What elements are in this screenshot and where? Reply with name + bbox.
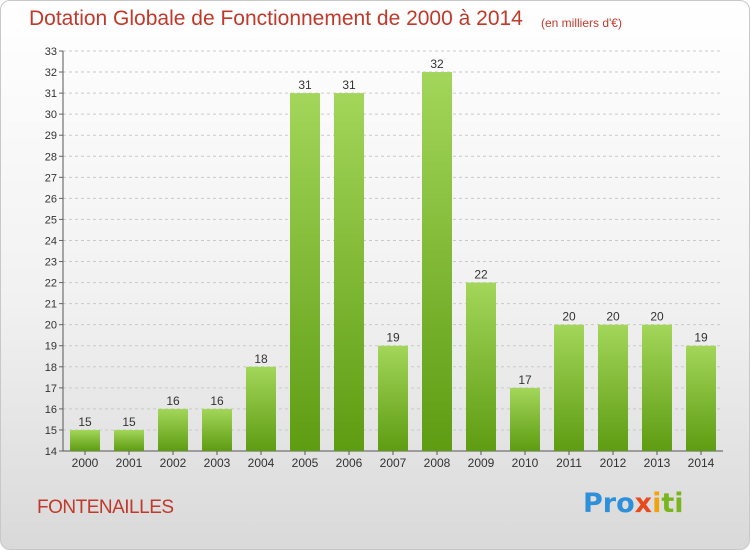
data-label-2014: 19 [694, 331, 708, 345]
data-label-2011: 20 [562, 310, 576, 324]
bar-2008[interactable] [422, 72, 452, 451]
y-tick-label: 30 [45, 109, 57, 121]
y-tick-label: 33 [45, 46, 57, 58]
bar-2006[interactable] [334, 93, 364, 452]
x-tick-label-2012: 2012 [600, 456, 627, 470]
y-tick-label: 23 [45, 257, 57, 269]
bar-2009[interactable] [466, 282, 496, 451]
y-tick-label: 18 [45, 362, 57, 374]
data-label-2009: 22 [474, 268, 488, 282]
y-tick-label: 27 [45, 172, 57, 184]
x-tick-label-2000: 2000 [72, 456, 99, 470]
data-label-2002: 16 [166, 394, 180, 408]
y-tick-label: 29 [45, 130, 57, 142]
y-tick-label: 14 [45, 446, 57, 458]
y-tick-label: 26 [45, 193, 57, 205]
logo-part-ti: ti [661, 488, 684, 519]
bar-2001[interactable] [114, 429, 144, 451]
data-labels: 15 15 16 16 18 31 31 19 32 22 17 20 20 20 19 [78, 57, 708, 429]
x-tick-label-2003: 2003 [204, 456, 231, 470]
bar-2013[interactable] [642, 324, 672, 451]
y-tick-label: 28 [45, 151, 57, 163]
bar-2003[interactable] [202, 408, 232, 451]
y-tick-label: 31 [45, 88, 57, 100]
x-tick-label-2006: 2006 [336, 456, 363, 470]
bar-2000[interactable] [70, 429, 100, 451]
logo-part-x: x [634, 488, 653, 519]
commune-name: FONTENAILLES [37, 497, 174, 518]
x-tick-label-2014: 2014 [688, 456, 715, 470]
data-label-2004: 18 [254, 352, 268, 366]
y-tick-label: 15 [45, 425, 57, 437]
data-label-2013: 20 [650, 310, 664, 324]
x-tick-label-2004: 2004 [248, 456, 275, 470]
bars [70, 72, 716, 452]
x-tick-label-2009: 2009 [468, 456, 495, 470]
logo-part-i: i [652, 488, 662, 519]
x-tick-label-2005: 2005 [292, 456, 319, 470]
bar-2005[interactable] [290, 93, 320, 452]
x-tick-label-2013: 2013 [644, 456, 671, 470]
chart-title: Dotation Globale de Fonctionnement de 20… [29, 7, 523, 30]
data-label-2001: 15 [122, 415, 136, 429]
y-tick-label: 32 [45, 67, 57, 79]
y-tick-label: 19 [45, 341, 57, 353]
data-label-2006: 31 [342, 78, 356, 92]
y-tick-label: 24 [45, 235, 57, 247]
logo-part-pro: Pro [583, 488, 635, 519]
data-label-2003: 16 [210, 394, 224, 408]
y-tick-label: 16 [45, 404, 57, 416]
data-label-2000: 15 [78, 415, 92, 429]
data-label-2012: 20 [606, 310, 620, 324]
data-label-2007: 19 [386, 331, 400, 345]
data-label-2010: 17 [518, 373, 532, 387]
x-tick-label-2010: 2010 [512, 456, 539, 470]
y-tick-label: 20 [45, 320, 57, 332]
y-tick-label: 17 [45, 383, 57, 395]
y-tick-label: 22 [45, 278, 57, 290]
bar-2004[interactable] [246, 366, 276, 451]
x-tick-label-2007: 2007 [380, 456, 407, 470]
x-tick-label-2002: 2002 [160, 456, 187, 470]
y-tick-label: 25 [45, 214, 57, 226]
proxiti-logo[interactable]: Proxiti [583, 488, 684, 519]
x-tick-label-2001: 2001 [116, 456, 143, 470]
bar-2007[interactable] [378, 345, 408, 451]
bar-2010[interactable] [510, 387, 540, 451]
data-label-2005: 31 [298, 78, 312, 92]
chart-subtitle: (en milliers d'€) [541, 16, 622, 30]
x-tick-label-2008: 2008 [424, 456, 451, 470]
data-label-2008: 32 [430, 57, 444, 71]
bar-2002[interactable] [158, 408, 188, 451]
bar-2011[interactable] [554, 324, 584, 451]
bar-2012[interactable] [598, 324, 628, 451]
bar-2014[interactable] [686, 345, 716, 451]
x-tick-label-2011: 2011 [556, 456, 582, 470]
y-tick-label: 21 [45, 299, 57, 311]
